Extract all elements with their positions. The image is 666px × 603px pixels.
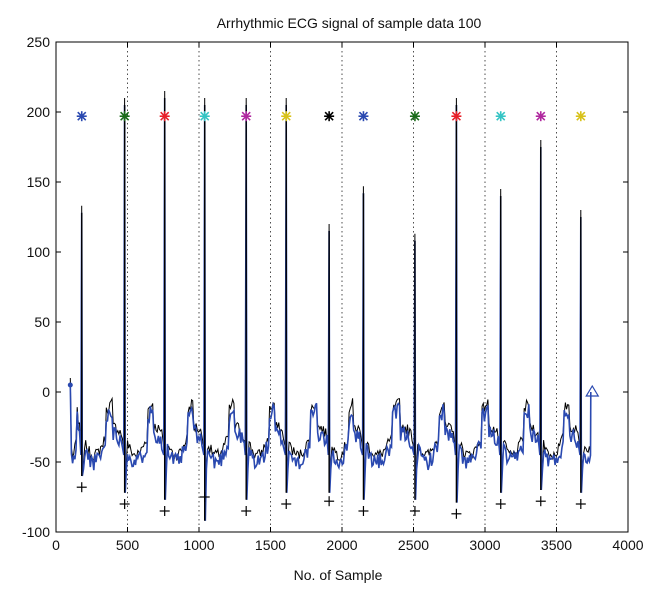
r-peak-star-marker [119, 111, 130, 122]
x-tick-label: 2000 [326, 537, 357, 553]
star-stroke [576, 111, 586, 121]
x-tick-label: 500 [116, 537, 140, 553]
r-peak-star-marker [199, 111, 210, 122]
r-peak-star-marker [281, 111, 292, 122]
x-tick-label: 2500 [398, 537, 429, 553]
x-axis-label: No. of Sample [294, 567, 383, 583]
y-tick-label: -100 [22, 524, 50, 540]
r-peak-star-marker [409, 111, 420, 122]
grid-lines [127, 42, 557, 532]
s-wave-plus-marker [119, 499, 130, 509]
ecg-overlay-line [69, 90, 592, 514]
r-peak-star-marker [241, 111, 252, 122]
x-tick-label: 4000 [612, 537, 643, 553]
r-peak-star-marker [535, 111, 546, 122]
s-wave-plus-marker [495, 499, 506, 509]
x-tick-label: 1500 [255, 537, 286, 553]
x-tick-label: 3500 [541, 537, 572, 553]
s-wave-plus-marker [358, 506, 369, 516]
star-stroke [496, 111, 506, 121]
x-tick-label: 3000 [469, 537, 500, 553]
r-peak-star-marker [159, 111, 170, 122]
r-peak-star-marker [358, 111, 369, 122]
star-stroke [324, 111, 334, 121]
peak-markers [67, 111, 600, 519]
star-stroke [120, 111, 130, 121]
r-peak-star-marker [451, 111, 462, 122]
s-wave-plus-marker [199, 492, 210, 502]
s-wave-plus-marker [241, 506, 252, 516]
r-peak-star-marker [575, 111, 586, 122]
y-tick-label: 100 [27, 244, 51, 260]
r-peak-star-marker [495, 111, 506, 122]
r-peak-star-marker [76, 111, 87, 122]
y-tick-label: -50 [30, 454, 50, 470]
start-dot-marker [67, 382, 73, 388]
r-peak-star-marker [324, 111, 335, 122]
y-tick-label: 50 [34, 314, 50, 330]
star-stroke [451, 111, 461, 121]
s-wave-plus-marker [575, 499, 586, 509]
s-wave-plus-marker [159, 506, 170, 516]
end-triangle-marker [585, 384, 600, 397]
y-tick-label: 150 [27, 174, 51, 190]
s-wave-plus-marker [76, 482, 87, 493]
x-tick-label: 1000 [183, 537, 214, 553]
star-stroke [536, 111, 546, 121]
s-wave-plus-marker [324, 496, 335, 507]
y-tick-label: 200 [27, 104, 51, 120]
star-stroke [241, 111, 251, 121]
ecg-signal-line [69, 97, 592, 521]
s-wave-plus-marker [535, 496, 546, 507]
chart-title: Arrhythmic ECG signal of sample data 100 [217, 15, 482, 31]
y-tick-label: 250 [27, 34, 51, 50]
star-stroke [200, 111, 210, 121]
star-stroke [160, 111, 170, 121]
star-stroke [77, 111, 87, 121]
star-stroke [358, 111, 369, 121]
s-wave-plus-marker [451, 508, 462, 519]
s-wave-plus-marker [409, 506, 420, 516]
star-stroke [410, 111, 420, 121]
star-stroke [281, 111, 291, 121]
x-tick-label: 0 [52, 537, 60, 553]
s-wave-plus-marker [281, 499, 292, 509]
plot-area [69, 90, 592, 521]
y-tick-label: 0 [42, 384, 50, 400]
axis-ticks: 0 500 1000 1500 2000 2500 3000 3500 4000 -100 -50 0… [22, 34, 644, 553]
